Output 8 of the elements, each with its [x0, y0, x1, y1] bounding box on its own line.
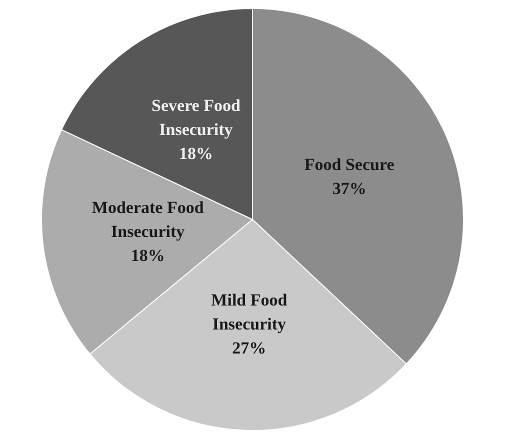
data-label: 18% — [178, 144, 213, 163]
data-label: 27% — [232, 338, 266, 358]
data-label: 37% — [332, 178, 366, 198]
slice-label: Severe Food Insecurity — [152, 96, 241, 139]
slice-label: Mild Food Insecurity — [211, 290, 288, 334]
slice-label: Moderate Food Insecurity — [92, 198, 204, 242]
slice-label: Food Secure — [304, 154, 395, 174]
data-label: 18% — [130, 246, 165, 266]
